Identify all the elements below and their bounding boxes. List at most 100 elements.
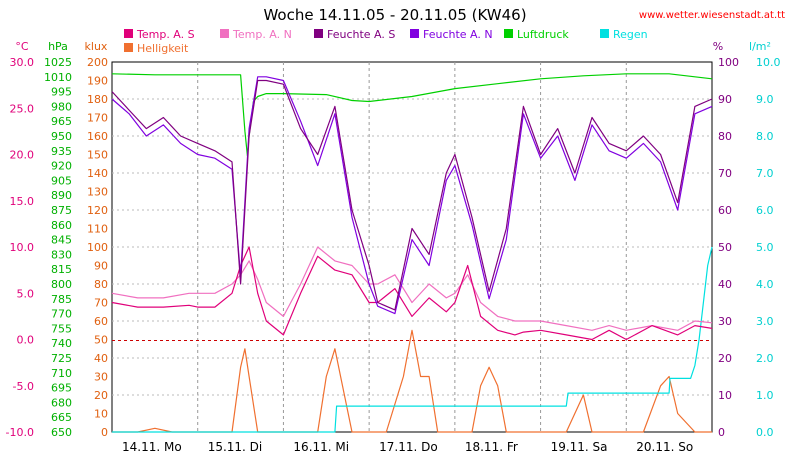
day-label: 18.11. Fr: [465, 440, 518, 454]
lux-tick-label: 170: [87, 112, 108, 125]
press-tick-label: 830: [51, 248, 72, 261]
series-line: [111, 79, 713, 311]
press-tick-label: 995: [51, 86, 72, 99]
press-tick-label: 920: [51, 160, 72, 173]
hum-tick-label: 50: [718, 241, 732, 254]
day-label: 19.11. Sa: [551, 440, 608, 454]
press-tick-label: 875: [51, 204, 72, 217]
temp-tick-label: 15.0: [10, 195, 35, 208]
left-axes: 30.0 25.0 20.0 15.0 10.0 5.0 0.0 -5.0 -10.0 1025 1…: [6, 56, 108, 439]
legend-label: Temp. A. N: [232, 28, 292, 41]
lux-tick-label: 90: [94, 260, 108, 273]
hum-unit-label: %: [713, 40, 723, 53]
press-tick-label: 725: [51, 352, 72, 365]
hum-tick-label: 0: [718, 426, 725, 439]
rain-tick-label: 2.0: [756, 352, 774, 365]
rain-tick-label: 4.0: [756, 278, 774, 291]
lux-tick-label: 80: [94, 278, 108, 291]
press-tick-label: 845: [51, 234, 72, 247]
day-label: 16.11. Mi: [293, 440, 349, 454]
press-tick-label: 980: [51, 100, 72, 113]
press-tick-label: 860: [51, 219, 72, 232]
lux-tick-label: 20: [94, 389, 108, 402]
lux-tick-label: 100: [87, 241, 108, 254]
lux-unit-label: klux: [85, 40, 108, 53]
day-label: 17.11. Do: [379, 440, 438, 454]
press-tick-label: 755: [51, 322, 72, 335]
rain-tick-label: 5.0: [756, 241, 774, 254]
day-label: 14.11. Mo: [122, 440, 182, 454]
legend-label: Helligkeit: [137, 42, 189, 55]
chart-title: Woche 14.11.05 - 20.11.05 (KW46): [263, 6, 526, 24]
legend-swatch: [600, 29, 609, 38]
legend-swatch: [124, 43, 133, 52]
press-tick-label: 950: [51, 130, 72, 143]
legend-swatch: [124, 29, 133, 38]
rain-tick-label: 7.0: [756, 167, 774, 180]
rain-tick-label: 9.0: [756, 93, 774, 106]
source-url: www.wetter.wiesenstadt.at.tt: [639, 10, 785, 21]
lux-tick-label: 40: [94, 352, 108, 365]
lux-tick-label: 30: [94, 371, 108, 384]
temp-tick-label: -10.0: [6, 426, 34, 439]
lux-tick-label: 0: [101, 426, 108, 439]
temp-tick-label: 0.0: [17, 334, 35, 347]
legend-label: Regen: [613, 28, 648, 41]
lux-tick-label: 60: [94, 315, 108, 328]
press-unit-label: hPa: [48, 40, 68, 53]
temp-tick-label: -5.0: [13, 380, 34, 393]
rain-tick-label: 1.0: [756, 389, 774, 402]
series-layer: [111, 73, 713, 433]
series-line: [112, 246, 713, 433]
press-tick-label: 665: [51, 411, 72, 424]
legend-label: Temp. A. S: [136, 28, 195, 41]
press-tick-label: 1025: [44, 56, 72, 69]
series-line: [111, 73, 713, 157]
hum-tick-label: 20: [718, 352, 732, 365]
hum-tick-label: 10: [718, 389, 732, 402]
press-tick-label: 770: [51, 308, 72, 321]
temp-tick-label: 30.0: [10, 56, 35, 69]
lux-tick-label: 50: [94, 334, 108, 347]
lux-tick-label: 130: [87, 186, 108, 199]
lux-tick-label: 10: [94, 408, 108, 421]
legend: Temp. A. S Temp. A. N Feuchte A. S Feuchte …: [124, 28, 648, 55]
rain-tick-label: 3.0: [756, 315, 774, 328]
press-tick-label: 905: [51, 174, 72, 187]
series-line: [111, 246, 713, 331]
axis-unit-labels: °C hPa klux% l/m²: [15, 40, 771, 53]
hum-tick-label: 80: [718, 130, 732, 143]
rain-tick-label: 10.0: [756, 56, 781, 69]
rain-tick-label: 0.0: [756, 426, 774, 439]
day-labels: 14.11. Mo 15.11. Di 16.11. Mi 17.11. Do 18.1…: [122, 440, 693, 454]
temp-tick-label: 20.0: [10, 149, 35, 162]
lux-tick-label: 180: [87, 93, 108, 106]
day-label: 20.11. So: [636, 440, 693, 454]
legend-swatch: [314, 29, 323, 38]
temp-tick-label: 5.0: [17, 287, 35, 300]
hum-tick-label: 100: [718, 56, 739, 69]
rain-tick-label: 6.0: [756, 204, 774, 217]
lux-tick-label: 70: [94, 297, 108, 310]
day-label: 15.11. Di: [208, 440, 263, 454]
legend-label: Feuchte A. S: [327, 28, 395, 41]
series-line: [112, 329, 712, 433]
press-tick-label: 710: [51, 367, 72, 380]
hum-tick-label: 70: [718, 167, 732, 180]
legend-label: Luftdruck: [517, 28, 569, 41]
hum-tick-label: 60: [718, 204, 732, 217]
temp-tick-label: 25.0: [10, 102, 35, 115]
hum-tick-label: 40: [718, 278, 732, 291]
lux-tick-label: 160: [87, 130, 108, 143]
press-tick-label: 890: [51, 189, 72, 202]
press-tick-label: 695: [51, 382, 72, 395]
lux-tick-label: 110: [87, 223, 108, 236]
press-tick-label: 650: [51, 426, 72, 439]
press-tick-label: 935: [51, 145, 72, 158]
legend-swatch: [220, 29, 229, 38]
rain-unit-label: l/m²: [749, 40, 771, 53]
press-tick-label: 1010: [44, 71, 72, 84]
grid: [112, 62, 712, 432]
rain-tick-label: 8.0: [756, 130, 774, 143]
